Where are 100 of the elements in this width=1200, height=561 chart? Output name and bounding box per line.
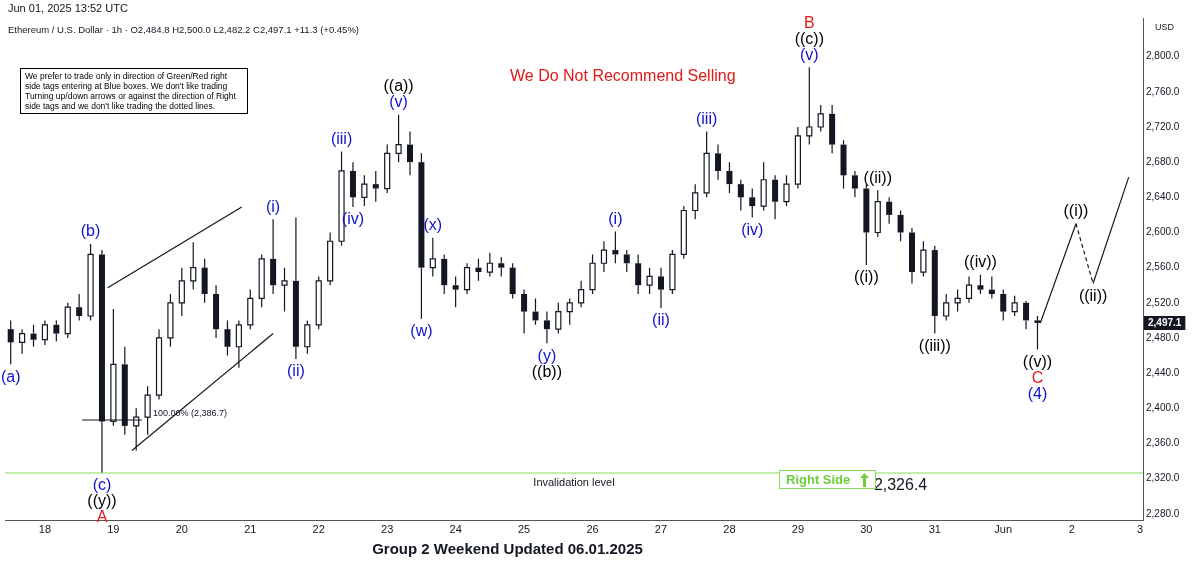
- y-tick-label: 2,360.0: [1146, 437, 1180, 449]
- y-tick-label: 2,520.0: [1146, 296, 1180, 308]
- annotation: (c): [92, 475, 112, 493]
- y-tick-label: 2,400.0: [1146, 402, 1180, 414]
- y-tick-label: 2,320.0: [1146, 472, 1180, 484]
- x-tick-label: 31: [928, 523, 941, 536]
- candlestick: [931, 245, 938, 335]
- candlestick: [760, 161, 767, 212]
- x-tick-label: 2: [1068, 523, 1075, 536]
- x-tick-label: 18: [38, 523, 52, 536]
- candlestick: [155, 328, 163, 401]
- candlestick: [463, 262, 471, 295]
- annotation: ((ii)): [1078, 286, 1108, 304]
- y-tick-label: 2,680.0: [1146, 155, 1180, 167]
- candlestick: [144, 385, 151, 436]
- annotation: (b): [80, 222, 101, 240]
- candlestick: [600, 240, 608, 273]
- candlestick: [213, 284, 220, 339]
- candlestick: [7, 319, 14, 365]
- candlestick: [19, 328, 26, 355]
- x-tick-label: 27: [654, 523, 668, 536]
- annotation: ((iii)): [918, 336, 951, 354]
- candlestick: [749, 187, 756, 219]
- candlestick: [657, 267, 664, 309]
- annotation: ((iv)): [963, 253, 997, 271]
- annotation: (iii): [695, 109, 718, 127]
- annotation: (y): [537, 346, 557, 364]
- x-tick-label: 25: [517, 523, 531, 536]
- candlestick: [532, 297, 539, 326]
- annotation: We Do Not Recommend Selling: [510, 67, 736, 85]
- y-tick-label: 2,640.0: [1146, 191, 1180, 203]
- annotation: (x): [423, 216, 443, 234]
- annotation: (ii): [652, 311, 670, 329]
- candlestick: [772, 174, 779, 220]
- annotation: ((ii)): [863, 168, 892, 186]
- y-axis-title: USD: [1155, 22, 1175, 32]
- y-tick-label: 2,720.0: [1146, 120, 1180, 132]
- candlestick: [281, 267, 288, 313]
- candlestick: [737, 179, 744, 212]
- x-tick-label: 21: [244, 523, 257, 536]
- annotation: ((v)): [1022, 352, 1053, 370]
- annotation: (a): [0, 367, 21, 385]
- y-tick-label: 2,280.0: [1146, 507, 1180, 519]
- annotation: Right Side: [786, 472, 851, 487]
- candlestick: [703, 130, 710, 198]
- candlestick: [829, 104, 836, 154]
- y-tick-label: 2,480.0: [1146, 331, 1180, 343]
- candlestick: [806, 66, 813, 146]
- candlestick: [190, 241, 197, 291]
- y-tick-label: 2,800.0: [1146, 50, 1180, 62]
- candlestick: [270, 218, 277, 295]
- candlestick: [1023, 300, 1030, 330]
- candlestick: [407, 130, 413, 176]
- candlestick: [486, 252, 493, 278]
- candlestick: [543, 310, 550, 344]
- annotation: (iv): [741, 220, 764, 238]
- x-tick-label: 29: [791, 523, 805, 536]
- x-tick-label: 26: [586, 523, 599, 536]
- annotation: (ii): [287, 362, 305, 380]
- annotation: (i): [608, 210, 623, 228]
- candlestick: [41, 319, 49, 346]
- annotation: (i): [265, 197, 281, 215]
- x-tick-label: 28: [723, 523, 736, 536]
- x-tick-label: 30: [860, 523, 873, 536]
- y-tick-label: 2,440.0: [1146, 366, 1180, 378]
- candlestick: [840, 139, 847, 190]
- candlestick: [908, 227, 915, 285]
- annotation: (4): [1027, 384, 1048, 402]
- annotation: (iii): [330, 130, 353, 148]
- candlestick: [178, 267, 185, 317]
- candlestick: [418, 152, 425, 320]
- candlestick: [327, 231, 334, 286]
- annotation: We prefer to trade only in direction of Green/Red right side tags entering at Blue boxes. We don't like trading Turning up/down arrows or against the direction of Right side tags and we don't like trading the dotted lines.: [20, 68, 248, 114]
- ref-line-label: Invalidation level: [533, 475, 615, 488]
- candlestick: [794, 126, 801, 190]
- annotation: B: [803, 13, 815, 31]
- x-tick-label: Jun: [994, 523, 1013, 536]
- y-tick-label: 2,760.0: [1146, 85, 1180, 97]
- candlestick: [851, 170, 858, 198]
- x-tick-label: 3: [1137, 523, 1144, 536]
- x-tick-label: 19: [107, 523, 120, 536]
- annotation: 2,497.1: [1148, 316, 1182, 328]
- candlestick: [521, 289, 528, 335]
- annotation: ((c)): [794, 29, 824, 47]
- candlestick: [578, 280, 585, 308]
- text: Ethereum / U.S. Dollar · 1h · O2,484.8 H2,500.0 L2,482.2 C2,497.1 +11.3 (+0.45%): [8, 24, 360, 35]
- x-tick-label: 23: [381, 523, 394, 536]
- annotation: (v): [389, 93, 408, 111]
- candlestick: [715, 143, 722, 181]
- candlestick: [612, 231, 619, 264]
- annotation: 2,326.4: [873, 476, 928, 494]
- candlestick: [349, 161, 356, 208]
- y-tick-label: 2,600.0: [1146, 226, 1180, 238]
- annotation: ((i)): [853, 268, 879, 286]
- annotation: ((i)): [1063, 202, 1089, 220]
- candlestick: [965, 275, 973, 304]
- x-tick-label: 24: [449, 523, 462, 536]
- y-tick-label: 2,560.0: [1146, 261, 1180, 273]
- candlestick: [372, 170, 379, 203]
- annotation: ((a)): [383, 77, 414, 95]
